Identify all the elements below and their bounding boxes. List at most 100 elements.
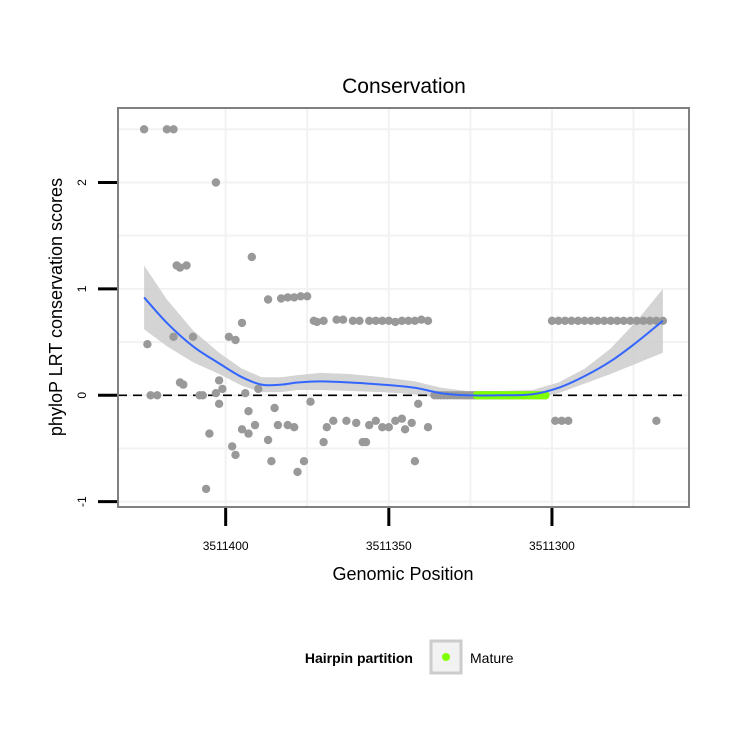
grid-lines [118,108,689,507]
legend-key-mature-dot [442,653,450,661]
data-point [143,340,152,349]
data-point [188,332,198,341]
data-point [397,316,407,325]
data-point [423,316,433,325]
data-point [547,316,557,325]
panel-border [117,107,690,508]
data-point [296,292,305,301]
legend: Hairpin partition Mature [305,639,514,675]
x-axis: 3511400 3511350 3511300 [203,508,575,553]
data-point [414,399,423,408]
x-axis-title: Genomic Position [332,564,473,584]
data-point [378,316,387,325]
data-point [293,467,302,477]
data-point [267,457,276,466]
data-point [645,316,654,325]
data-point [639,316,648,325]
data-point [626,316,635,325]
data-point [338,315,348,324]
data-point [600,316,609,325]
data-point [153,391,162,400]
data-point [244,407,253,416]
data-point [146,391,155,400]
data-point [273,420,283,430]
data-point [201,484,211,494]
data-point [397,414,407,423]
data-point [228,442,237,451]
data-point [580,316,589,325]
data-point [417,315,426,324]
data-point [237,318,247,328]
data-point [162,125,172,134]
legend-label-mature: Mature [470,650,514,666]
data-point [198,391,207,400]
chart-title: Conservation [342,75,466,98]
data-point [276,294,286,303]
data-point [247,252,256,262]
data-point [371,316,380,325]
data-point [378,423,387,432]
data-point [410,457,420,466]
data-point [290,423,299,432]
y-tick-label: 1 [75,285,89,292]
data-point [564,416,573,425]
data-point [329,416,338,425]
data-point [391,416,400,425]
data-point [263,295,273,304]
data-point [319,316,328,325]
data-point [290,293,299,302]
data-point [211,178,221,187]
data-point [244,429,253,438]
data-point [218,384,227,394]
data-point [211,389,221,398]
data-point [342,416,351,425]
data-point [306,397,315,406]
legend-title: Hairpin partition [305,650,413,666]
y-axis-title: phyloP LRT conservation scores [46,178,66,436]
data-point [365,316,374,325]
data-point [593,316,602,325]
data-point [169,125,178,134]
data-point [560,316,570,325]
data-point [407,418,416,428]
data-point [613,316,622,325]
data-point [554,316,563,325]
data-point [632,316,641,325]
data-point [182,261,191,270]
data-point [573,316,583,325]
data-point [224,332,234,341]
data-point [384,423,393,432]
y-tick-label: -1 [75,496,89,507]
y-tick-label: 2 [75,179,89,186]
data-point [652,316,661,325]
y-axis: -1 0 1 2 [75,179,117,507]
data-point [283,293,292,302]
data-point [205,429,214,438]
x-tick-label: 3511300 [529,539,575,553]
data-point [365,420,374,430]
data-point [355,316,364,325]
data-point [303,292,312,301]
data-point [348,316,358,325]
data-point [652,416,661,425]
data-point [586,316,596,325]
x-tick-label: 3511400 [203,539,249,553]
data-point [214,376,224,385]
data-point [384,316,393,325]
plot-panel [117,107,690,508]
data-point [404,316,413,325]
data-point [241,389,250,398]
data-point [352,418,361,428]
data-point [551,416,560,425]
data-point [332,315,341,324]
data-point [319,437,328,447]
data-point [139,125,149,134]
data-point [391,317,400,327]
data-point [557,416,566,425]
data-point [237,425,247,434]
data-point [270,403,279,413]
data-point [619,316,628,325]
data-point [423,423,433,432]
data-point [250,420,260,430]
data-point [263,435,273,445]
